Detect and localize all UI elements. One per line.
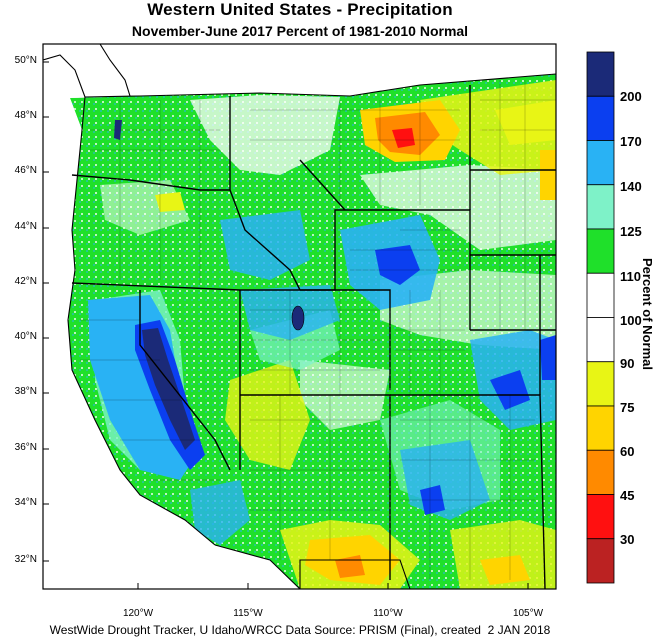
lat-label-44: 44°N — [14, 221, 37, 232]
lon-label-120: 120°W — [122, 608, 154, 619]
legend-swatch — [586, 184, 615, 230]
great-salt-lake — [291, 305, 305, 331]
county-lines — [80, 80, 556, 580]
credit-line: WestWide Drought Tracker, U Idaho/WRCC D… — [49, 623, 551, 637]
lon-label-115: 115°W — [233, 608, 263, 619]
map-subtitle: November-June 2017 Percent of 1981-2010 … — [131, 23, 469, 39]
legend-tick-60: 60 — [620, 444, 635, 459]
legend-tick-110: 110 — [620, 269, 641, 284]
legend-swatch — [586, 51, 615, 97]
legend-swatch — [586, 449, 615, 495]
legend-swatch — [586, 405, 615, 451]
legend-swatch — [586, 538, 615, 584]
legend-tick-45: 45 — [620, 488, 635, 503]
grid-ticks — [43, 61, 529, 589]
legend-swatch — [586, 317, 615, 363]
legend-tick-100: 100 — [620, 313, 642, 328]
legend-tick-125: 125 — [620, 224, 642, 239]
legend-colorbar — [586, 51, 615, 584]
lat-label-36: 36°N — [14, 442, 37, 453]
lon-label-110: 110°W — [373, 608, 403, 619]
puget-sound — [114, 120, 122, 140]
legend-swatch — [586, 272, 615, 318]
legend-tick-200: 200 — [620, 89, 642, 104]
lon-label-105: 105°W — [512, 608, 544, 619]
lat-label-50: 50°N — [14, 55, 37, 66]
lat-label-34: 34°N — [14, 497, 37, 508]
legend-tick-140: 140 — [620, 179, 642, 194]
legend-swatch — [586, 95, 615, 141]
lat-label-48: 48°N — [14, 110, 37, 121]
lat-label-40: 40°N — [14, 331, 37, 342]
map-area — [43, 44, 556, 589]
legend-tick-170: 170 — [620, 134, 642, 149]
legend-tick-75: 75 — [620, 400, 635, 415]
legend-tick-30: 30 — [620, 532, 635, 547]
map-frame — [42, 43, 557, 590]
lat-label-42: 42°N — [14, 276, 37, 287]
legend-title: Percent of Normal — [640, 258, 655, 370]
lat-label-32: 32°N — [14, 554, 37, 565]
map-title: Western United States - Precipitation — [147, 0, 453, 19]
legend-swatch — [586, 494, 615, 540]
legend-swatch — [586, 228, 615, 274]
legend-swatch — [586, 361, 615, 407]
legend-swatch — [586, 140, 615, 186]
lat-label-38: 38°N — [14, 386, 37, 397]
lat-label-46: 46°N — [14, 165, 37, 176]
legend-tick-90: 90 — [620, 356, 635, 371]
